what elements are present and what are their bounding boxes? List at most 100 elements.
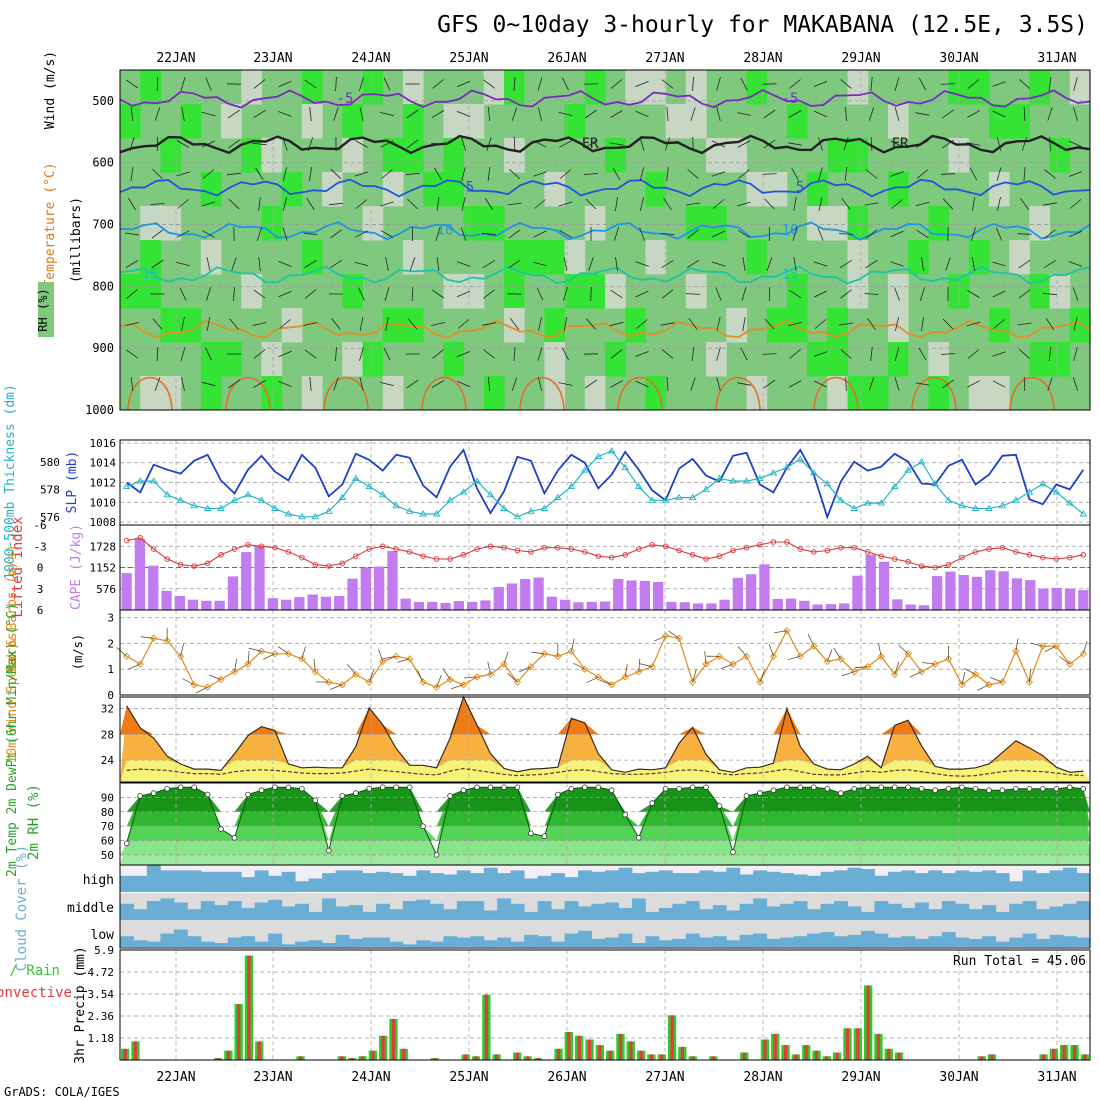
cloud-cell-low [793,936,808,947]
date-label-top-31JAN: 31JAN [1037,51,1076,66]
wind-speed-point [217,675,225,684]
wind-barb [942,318,954,330]
thickness-point [244,490,252,498]
wind-barb [788,289,802,299]
wind-barb [663,197,672,211]
rh-point [770,787,777,793]
wind-barb [915,382,930,386]
lifted-index-point [838,544,844,551]
rh-tick-60: 60 [101,835,114,848]
cloud-cell-middle [456,901,471,920]
wind-barb [409,257,416,271]
wind-barb [405,172,420,176]
wind-barb [635,261,649,267]
cloud-cell-low [146,941,161,947]
cloud-cell-high [402,875,417,892]
wind-barb [712,199,725,209]
rh-patch [928,376,950,411]
wind-barb-10m [330,684,343,690]
rh-patch [928,206,950,241]
lifted-index-point [379,543,386,550]
cloud-cell-middle [483,910,498,920]
rh-point [676,785,682,792]
cloud-cell-low [631,943,646,947]
isotherm-label--5-0: -5 [337,91,354,107]
rh-patch [483,376,505,411]
wind-barb [890,230,904,238]
wind-barb [838,233,854,235]
cloud-cell-low [551,941,565,947]
lifted-index-point [851,544,857,551]
precip-convective-bar [433,1058,437,1060]
wind-speed-point [581,665,589,673]
precip-convective-bar [680,1046,684,1060]
rh-patch [544,342,566,377]
wind-barb [507,202,522,206]
thickness-tick-576: 576 [40,511,60,524]
wind-barb-10m [417,670,424,683]
wind-barb-10m [668,630,680,639]
precip-convective-bar [825,1056,829,1060]
cape-tick-1728: 1728 [90,540,117,553]
cloud-cell-high [807,875,821,892]
wind-barb [130,107,134,121]
rh-point [501,784,507,791]
cloud-cell-high [1022,870,1037,892]
precip-convective-bar [340,1056,344,1060]
cloud-cell-low [766,938,781,947]
rh-patch [887,104,909,139]
rh-point [1053,785,1060,792]
cape-bar [971,576,983,610]
cloud-cell-high [429,873,444,892]
cape-bar [387,551,398,610]
cloud-cell-high [497,873,512,892]
wind-barb [509,318,520,330]
wind-speed-point [486,670,495,679]
date-label-top-24JAN: 24JAN [351,51,390,66]
lifted-index-point [730,547,736,554]
thickness-point [1012,496,1020,503]
wind-barb [764,318,775,330]
lifted-index-tick-3: 3 [37,583,44,596]
wind-barb-10m [638,658,641,672]
cloud-cell-middle [133,909,148,920]
wind-barb [355,140,368,148]
rh-point [299,785,305,792]
wind-barb [867,317,876,331]
cape-bar [427,601,438,610]
precip-convective-bar [577,1035,581,1060]
cape-bar [493,587,504,610]
wind-barb [639,137,645,151]
wind-barb-10m [531,651,545,655]
rh-point [474,784,480,791]
cape-bar [905,604,916,610]
wind-barb [687,229,699,239]
wind-barb [691,346,695,362]
wind-barb [844,166,848,182]
cape-bar [467,601,478,610]
cape-bar [586,601,597,610]
thickness-point [486,490,495,498]
cloud-cell-middle [443,909,458,920]
rh-patch [847,240,869,275]
wind-barb [687,169,699,179]
wind-speed-point [864,663,872,671]
wind-barb [282,167,288,181]
cross-section-frame [119,69,1091,411]
precip-convective-bar [123,1048,127,1060]
slp-tick-1014: 1014 [90,457,117,470]
cape-tick-576: 576 [96,583,116,596]
cloud-cell-high [376,871,390,893]
cloud-cell-high [726,867,741,892]
precip-convective-bar [237,1004,241,1060]
wind-barb [282,137,288,151]
wind-barb [692,76,694,92]
wind-barb [231,257,237,271]
rh-patch [322,172,343,207]
cape-bar [400,598,411,610]
wind-barb [355,230,368,238]
precip-tick-3.54: 3.54 [88,988,115,1001]
wind-barb [660,233,675,235]
lifted-index-point [258,543,265,550]
wind-barb [712,140,725,148]
